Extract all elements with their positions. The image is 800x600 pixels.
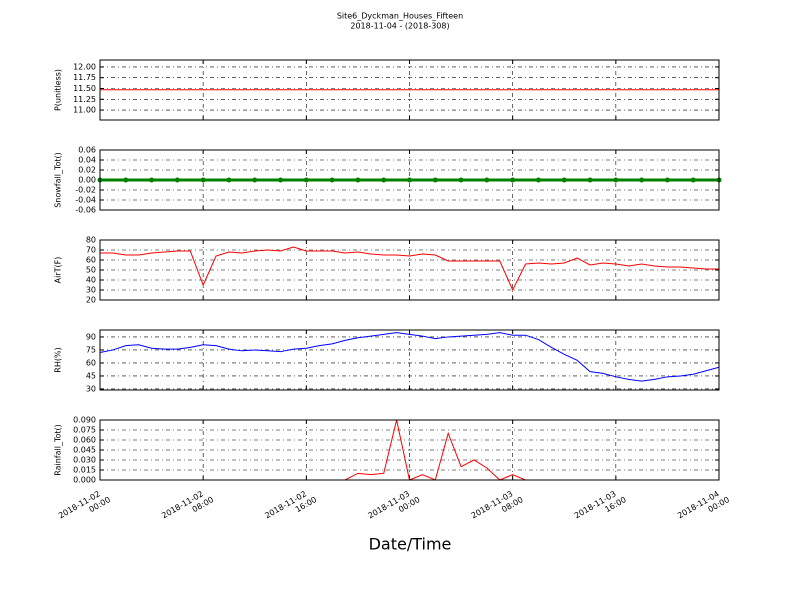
plot-frame [99,239,720,301]
y-tick-label: 0.090 [73,416,96,425]
y-tick-label: 0.030 [73,456,96,465]
data-point [278,177,284,183]
data-point [355,177,361,183]
y-axis-label: Snowfall_Tot() [54,152,63,208]
y-tick-label: 70 [86,246,96,255]
data-point [149,177,155,183]
y-tick-label: 20 [86,296,96,305]
y-tick-label: 11.50 [73,84,96,93]
plot-frame [99,329,720,391]
y-tick-label: -0.02 [75,186,96,195]
data-point [664,177,670,183]
data-point [535,177,541,183]
data-point [510,177,516,183]
data-point [407,177,412,183]
data-point [174,177,180,183]
y-tick-label: 50 [86,266,96,275]
y-tick-label: -0.06 [75,206,96,215]
y-tick-label: 30 [86,384,96,393]
y-tick-label: 90 [86,332,96,341]
y-tick-label: 0.060 [73,436,96,445]
y-tick-label: 0.000 [73,476,96,485]
data-point [303,177,309,183]
chart-title: Site6_Dyckman_Houses_Fifteen [337,12,463,21]
y-tick-label: 0.06 [78,146,96,155]
y-tick-label: 11.00 [73,106,96,115]
data-point [329,177,335,183]
y-tick-label: 60 [86,256,96,265]
data-point [561,177,567,183]
y-tick-label: 0.045 [73,446,96,455]
y-tick-label: 11.75 [73,73,96,82]
y-axis-label: RH(%) [54,347,63,372]
y-tick-label: 80 [86,236,96,245]
data-point [200,177,206,183]
y-tick-label: 75 [86,345,96,354]
y-tick-label: 30 [86,286,96,295]
data-line [100,246,719,292]
data-point [123,177,129,183]
plot-frame [99,419,720,481]
y-tick-label: 0.00 [78,176,96,185]
data-line [99,332,720,382]
data-point [587,177,593,183]
plot-frame [99,149,720,211]
y-axis-label: P(unitless) [54,69,63,111]
y-tick-label: 60 [86,358,96,367]
x-axis-label: Date/Time [369,535,452,554]
y-tick-label: 0.075 [73,426,96,435]
y-tick-label: 45 [86,371,96,380]
y-tick-label: 11.25 [73,95,96,104]
y-tick-label: 12.00 [73,62,96,71]
data-point [639,177,645,183]
data-point [252,177,258,183]
y-tick-label: 40 [86,276,96,285]
y-tick-label: 0.02 [78,166,96,175]
y-tick-label: 0.015 [73,466,96,475]
chart-subtitle: 2018-11-04 - (2018-308) [350,22,449,31]
y-axis-label: Rainfall_Tot() [54,424,63,476]
data-point [690,177,696,183]
data-point [381,177,387,183]
data-point [432,177,438,183]
y-tick-label: -0.04 [75,196,96,205]
y-tick-label: 0.04 [78,156,96,165]
plot-frame [99,59,720,121]
data-point [458,177,464,183]
data-point [484,177,490,183]
data-point [226,177,232,183]
y-axis-label: AirT(F) [54,257,63,284]
data-point [613,177,619,183]
